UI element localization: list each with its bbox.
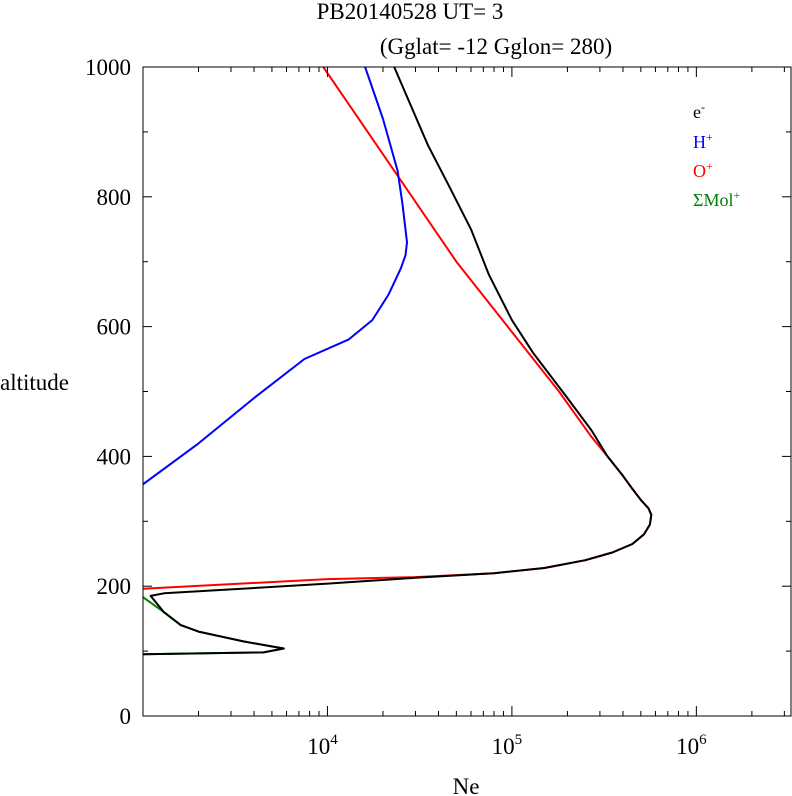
- y-axis-label: altitude: [0, 370, 69, 395]
- x-tick-labels: 104 105 106: [307, 732, 707, 759]
- chart-title: PB20140528 UT= 3: [317, 0, 504, 24]
- y-tick-labels: 0 200 400 600 800 1000: [85, 55, 131, 729]
- series-line-1: [143, 67, 653, 590]
- x-tick-label: 105: [492, 732, 523, 759]
- x-tick-label: 104: [307, 732, 338, 759]
- y-tick-label: 400: [97, 444, 132, 469]
- chart-subtitle: (Gglat= -12 Gglon= 280): [380, 34, 612, 59]
- y-tick-label: 800: [97, 185, 132, 210]
- series-line-4: [143, 67, 653, 656]
- legend-item: O+: [693, 159, 713, 181]
- x-tick-label: 106: [676, 732, 707, 759]
- legend-item: e-: [693, 100, 705, 122]
- legend: e- H+ O+ ΣMol+: [693, 100, 740, 210]
- x-axis-label: Ne: [453, 774, 480, 796]
- legend-item: H+: [693, 130, 713, 152]
- y-tick-label: 0: [120, 704, 132, 729]
- series-curves: [143, 67, 653, 656]
- legend-item: ΣMol+: [693, 188, 740, 210]
- y-tick-label: 600: [97, 315, 132, 340]
- y-tick-label: 200: [97, 574, 132, 599]
- y-tick-label: 1000: [85, 55, 131, 80]
- axis-ticks: [142, 66, 791, 717]
- series-line-2: [143, 67, 408, 486]
